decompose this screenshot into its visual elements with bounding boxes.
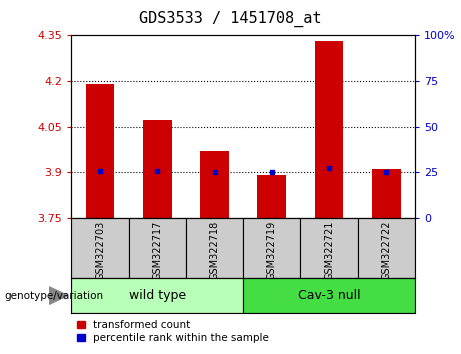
Text: GSM322718: GSM322718 bbox=[210, 221, 219, 280]
Bar bbox=[129, 218, 186, 278]
Bar bbox=[71, 218, 129, 278]
Text: GDS3533 / 1451708_at: GDS3533 / 1451708_at bbox=[139, 11, 322, 27]
Bar bbox=[86, 84, 114, 218]
Bar bbox=[186, 218, 243, 278]
Bar bbox=[372, 169, 401, 218]
Text: Cav-3 null: Cav-3 null bbox=[298, 289, 361, 302]
Bar bbox=[243, 278, 415, 313]
Bar bbox=[358, 218, 415, 278]
Polygon shape bbox=[49, 287, 68, 304]
Text: wild type: wild type bbox=[129, 289, 186, 302]
Bar bbox=[258, 175, 286, 218]
Bar bbox=[315, 41, 343, 218]
Bar bbox=[301, 218, 358, 278]
Legend: transformed count, percentile rank within the sample: transformed count, percentile rank withi… bbox=[77, 320, 269, 343]
Text: GSM322719: GSM322719 bbox=[267, 221, 277, 280]
Bar bbox=[71, 278, 243, 313]
Text: genotype/variation: genotype/variation bbox=[5, 291, 104, 301]
Text: GSM322722: GSM322722 bbox=[381, 221, 391, 280]
Bar bbox=[243, 218, 301, 278]
Bar bbox=[143, 120, 171, 218]
Text: GSM322703: GSM322703 bbox=[95, 221, 105, 280]
Bar bbox=[200, 151, 229, 218]
Text: GSM322721: GSM322721 bbox=[324, 221, 334, 280]
Text: GSM322717: GSM322717 bbox=[152, 221, 162, 280]
